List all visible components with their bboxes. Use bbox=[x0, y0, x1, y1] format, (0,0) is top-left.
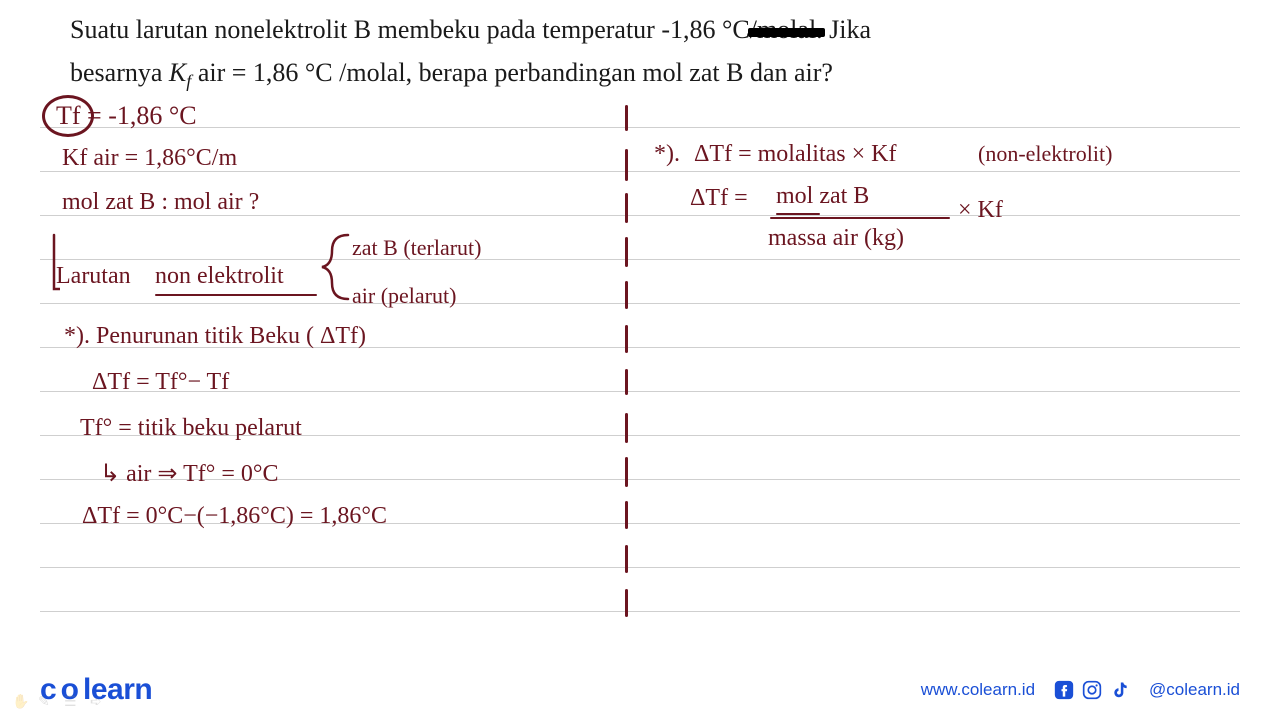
facebook-icon[interactable] bbox=[1053, 679, 1075, 701]
problem-line-1: Suatu larutan nonelektrolit B membeku pa… bbox=[70, 10, 1240, 49]
hw-zat-terlarut: zat B (terlarut) bbox=[352, 235, 482, 261]
hw-delta-tf-calc: ΔTf = 0°C−(−1,86°C) = 1,86°C bbox=[82, 503, 387, 530]
hw-frac-den: massa air (kg) bbox=[768, 225, 904, 252]
social-handle[interactable]: @colearn.id bbox=[1149, 680, 1240, 700]
worksheet-area: Tf = -1,86 °C Kf air = 1,86°C/m mol zat … bbox=[70, 99, 1240, 609]
footer-tools: ✋ ✎ ☰ ➪ bbox=[12, 694, 106, 710]
hw-right-note: (non-elektrolit) bbox=[978, 141, 1112, 167]
hw-tf: Tf = -1,86 °C bbox=[56, 101, 197, 131]
hw-delta-tf-eq: ΔTf = Tf°− Tf bbox=[92, 369, 229, 396]
struck-text: /molal. bbox=[750, 15, 823, 44]
curly-bracket-icon bbox=[318, 231, 352, 303]
pen-tool-icon[interactable]: ✎ bbox=[38, 694, 54, 710]
tiktok-icon[interactable] bbox=[1109, 679, 1131, 701]
hw-right-eq1: ΔTf = molalitas × Kf bbox=[694, 141, 896, 168]
hw-non-elek: non elektrolit bbox=[155, 263, 284, 290]
l-bracket-icon bbox=[48, 233, 60, 295]
website-link[interactable]: www.colearn.id bbox=[921, 680, 1035, 700]
hw-penurunan: *). Penurunan titik Beku ( ΔTf) bbox=[64, 323, 366, 350]
hw-right-kf: × Kf bbox=[958, 197, 1003, 224]
arrow-tool-icon[interactable]: ➪ bbox=[90, 694, 106, 710]
menu-tool-icon[interactable]: ☰ bbox=[64, 694, 80, 710]
problem-line-2: besarnya Kf air = 1,86 °C /molal, berapa… bbox=[70, 53, 1240, 95]
social-icons bbox=[1053, 679, 1131, 701]
hw-right-eq2: ΔTf = bbox=[690, 185, 748, 212]
lined-paper-bg bbox=[40, 99, 1240, 609]
hw-right-star: *). bbox=[654, 141, 680, 168]
hw-frac-num: mol zat B bbox=[776, 183, 869, 210]
hw-air-tf0: ↳ air ⇒ Tf° = 0°C bbox=[100, 459, 279, 488]
hw-larutan: Larutan bbox=[56, 263, 131, 290]
hw-air-pelarut: air (pelarut) bbox=[352, 283, 456, 309]
hw-mol-ratio: mol zat B : mol air ? bbox=[62, 189, 259, 216]
footer: colearn www.colearn.id @colearn.id bbox=[0, 660, 1280, 720]
hand-tool-icon[interactable]: ✋ bbox=[12, 694, 28, 710]
hw-kf-air: Kf air = 1,86°C/m bbox=[62, 145, 237, 172]
instagram-icon[interactable] bbox=[1081, 679, 1103, 701]
hw-tf0-def: Tf° = titik beku pelarut bbox=[80, 415, 302, 442]
